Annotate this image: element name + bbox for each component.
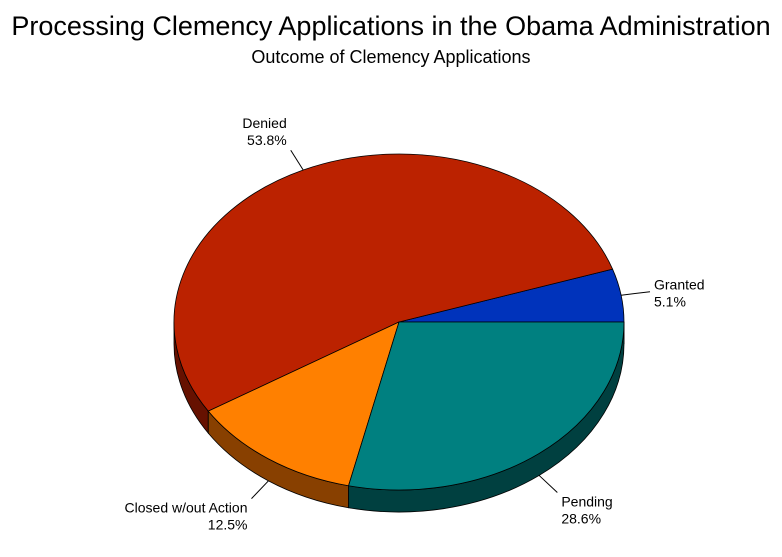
slice-label-name: Granted: [654, 277, 705, 293]
pie-slice-pending: [348, 321, 625, 491]
slice-label-value: 5.1%: [654, 294, 686, 310]
slice-label-value: 53.8%: [247, 132, 287, 148]
slice-label-value: 12.5%: [208, 517, 248, 533]
pie-slice-closed-w-out-action: [207, 321, 400, 487]
slice-label-value: 28.6%: [561, 511, 601, 527]
leader-line-pending: [538, 475, 558, 493]
leader-line-granted: [621, 291, 651, 296]
chart-title: Processing Clemency Applications in the …: [11, 11, 771, 41]
pie-slice-denied: [173, 153, 614, 412]
slice-label-name: Denied: [242, 115, 286, 131]
leader-line-closed-w-out-action: [251, 480, 269, 499]
chart-subtitle: Outcome of Clemency Applications: [251, 47, 531, 67]
slice-label-name: Closed w/out Action: [125, 500, 248, 516]
leader-line-denied: [290, 149, 304, 171]
slice-label-name: Pending: [561, 494, 612, 510]
pie-tops: [173, 153, 625, 491]
pie-leaders: [251, 149, 651, 499]
